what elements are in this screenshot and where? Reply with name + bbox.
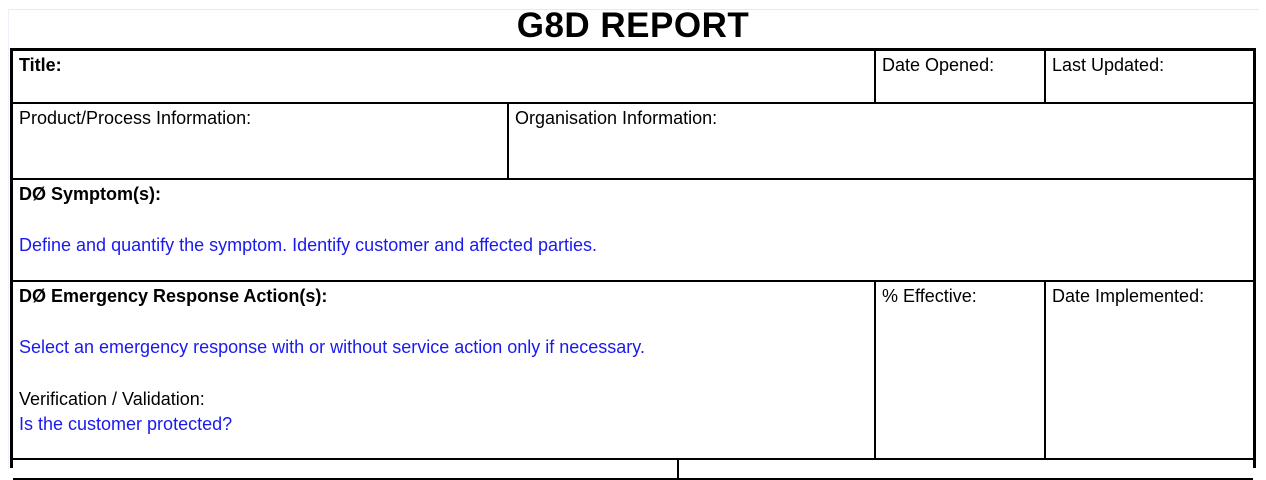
symptom-field[interactable]: DØ Symptom(s): Define and quantify the s… <box>13 180 1253 282</box>
verification-label: Verification / Validation: <box>19 389 205 409</box>
last-updated-label: Last Updated: <box>1052 55 1165 75</box>
date-implemented-label: Date Implemented: <box>1052 286 1205 306</box>
percent-effective-field[interactable]: % Effective: <box>876 282 1046 460</box>
last-updated-field[interactable]: Last Updated: <box>1046 51 1253 104</box>
date-opened-label: Date Opened: <box>882 55 995 75</box>
product-process-label: Product/Process Information: <box>19 108 252 128</box>
percent-effective-label: % Effective: <box>882 286 977 306</box>
report-title: G8D REPORT <box>516 6 750 45</box>
verification-hint: Is the customer protected? <box>19 414 233 434</box>
title-field[interactable]: Title: <box>13 51 876 104</box>
emergency-hint: Select an emergency response with or wit… <box>19 337 645 357</box>
emergency-response-field[interactable]: DØ Emergency Response Action(s): Select … <box>13 282 876 460</box>
title-label: Title: <box>19 55 62 75</box>
product-process-field[interactable]: Product/Process Information: <box>13 104 509 180</box>
symptom-label: DØ Symptom(s): <box>19 184 162 204</box>
g8d-form-table: Title: Date Opened: Last Updated: Produc… <box>10 48 1256 480</box>
next-row-cell-right <box>679 460 1253 480</box>
symptom-hint: Define and quantify the symptom. Identif… <box>19 235 597 255</box>
page <box>8 9 1259 470</box>
date-implemented-field[interactable]: Date Implemented: <box>1046 282 1253 460</box>
emergency-label: DØ Emergency Response Action(s): <box>19 286 328 306</box>
organisation-label: Organisation Information: <box>515 108 718 128</box>
next-row-cell-left <box>13 460 679 480</box>
organisation-field[interactable]: Organisation Information: <box>509 104 1253 180</box>
date-opened-field[interactable]: Date Opened: <box>876 51 1046 104</box>
